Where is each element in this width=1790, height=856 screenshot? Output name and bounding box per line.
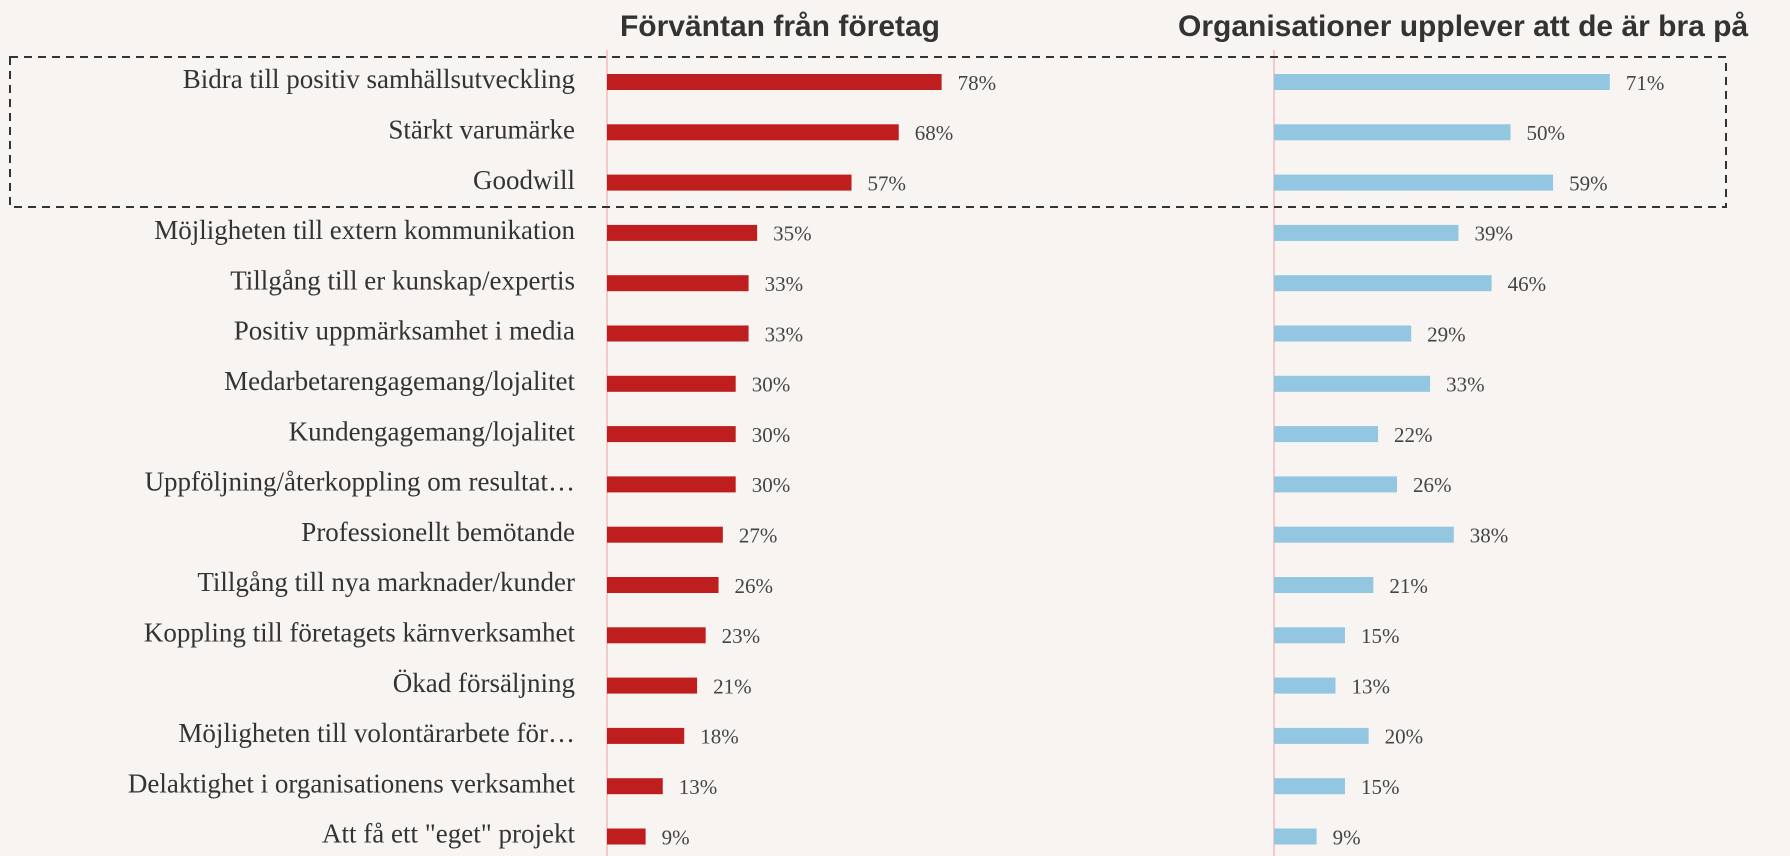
value-label: 30%: [752, 423, 791, 447]
value-label: 21%: [713, 674, 752, 698]
bar: [1274, 275, 1492, 292]
bar: [607, 224, 758, 241]
value-label: 22%: [1394, 423, 1433, 447]
bar: [607, 526, 723, 543]
bar: [607, 275, 749, 292]
bar: [607, 375, 736, 392]
bar: [607, 174, 852, 191]
bar: [1274, 325, 1412, 342]
category-label: Bidra till positiv samhällsutveckling: [183, 64, 575, 94]
category-label: Ökad försäljning: [393, 668, 575, 698]
value-label: 78%: [958, 71, 997, 95]
value-label: 29%: [1427, 322, 1466, 346]
category-label: Positiv uppmärksamhet i media: [234, 316, 575, 346]
category-label: Goodwill: [473, 165, 575, 195]
bar: [1274, 174, 1554, 191]
category-label: Koppling till företagets kärnverksamhet: [144, 618, 576, 648]
value-label: 33%: [765, 322, 804, 346]
bar: [607, 627, 706, 644]
bar: [1274, 778, 1345, 795]
value-label: 46%: [1508, 272, 1547, 296]
value-label: 18%: [700, 725, 739, 749]
bar: [607, 727, 685, 744]
value-label: 20%: [1385, 725, 1424, 749]
bar: [1274, 224, 1459, 241]
category-label: Tillgång till nya marknader/kunder: [197, 567, 575, 597]
value-label: 39%: [1474, 222, 1513, 246]
value-label: 33%: [765, 272, 804, 296]
value-label: 21%: [1389, 574, 1428, 598]
value-label: 9%: [662, 825, 690, 849]
category-label: Medarbetarengagemang/lojalitet: [224, 366, 575, 396]
value-label: 57%: [868, 171, 907, 195]
bar: [607, 577, 719, 593]
value-label: 30%: [752, 473, 791, 497]
bar: [1274, 577, 1374, 593]
value-label: 38%: [1470, 524, 1509, 548]
bar: [1274, 627, 1345, 644]
bar: [1274, 526, 1454, 543]
value-label: 13%: [1351, 674, 1390, 698]
value-label: 71%: [1626, 71, 1665, 95]
category-label: Möjligheten till volontärarbete för…: [178, 718, 575, 748]
value-label: 26%: [1413, 473, 1452, 497]
value-label: 50%: [1527, 121, 1566, 145]
bar: [607, 778, 663, 795]
category-label: Delaktighet i organisationens verksamhet: [128, 768, 576, 798]
category-label: Professionellt bemötande: [301, 517, 575, 547]
bar: [1274, 727, 1369, 744]
bar: [607, 74, 942, 90]
value-label: 33%: [1446, 373, 1485, 397]
value-label: 27%: [739, 524, 778, 548]
value-label: 9%: [1333, 825, 1361, 849]
value-label: 23%: [722, 624, 761, 648]
value-label: 68%: [915, 121, 954, 145]
value-label: 13%: [679, 775, 718, 799]
value-label: 15%: [1361, 624, 1400, 648]
bar: [1274, 828, 1317, 845]
panel-title: Organisationer upplever att de är bra på: [1178, 10, 1748, 43]
bar: [607, 828, 646, 845]
value-label: 30%: [752, 373, 791, 397]
category-label: Möjligheten till extern kommunikation: [154, 215, 575, 245]
bar: [1274, 375, 1431, 392]
bar: [1274, 124, 1511, 141]
highlight-box: [9, 56, 1727, 208]
panel-title: Förväntan från företag: [620, 10, 940, 43]
bar: [1274, 74, 1610, 90]
bar: [607, 677, 698, 694]
category-label: Tillgång till er kunskap/expertis: [230, 265, 575, 295]
category-label: Kundengagemang/lojalitet: [289, 416, 576, 446]
value-label: 59%: [1569, 171, 1608, 195]
category-label: Stärkt varumärke: [388, 115, 575, 145]
bar: [1274, 476, 1397, 493]
bar: [607, 325, 749, 342]
category-label: Uppföljning/återkoppling om resultat…: [145, 467, 575, 497]
bar: [607, 426, 736, 443]
category-label: Att få ett "eget" projekt: [322, 819, 575, 849]
bar: [1274, 677, 1336, 694]
bar: [607, 124, 899, 141]
value-label: 26%: [735, 574, 774, 598]
value-label: 15%: [1361, 775, 1400, 799]
bar: [1274, 426, 1379, 443]
bar: [607, 476, 736, 493]
value-label: 35%: [773, 222, 812, 246]
